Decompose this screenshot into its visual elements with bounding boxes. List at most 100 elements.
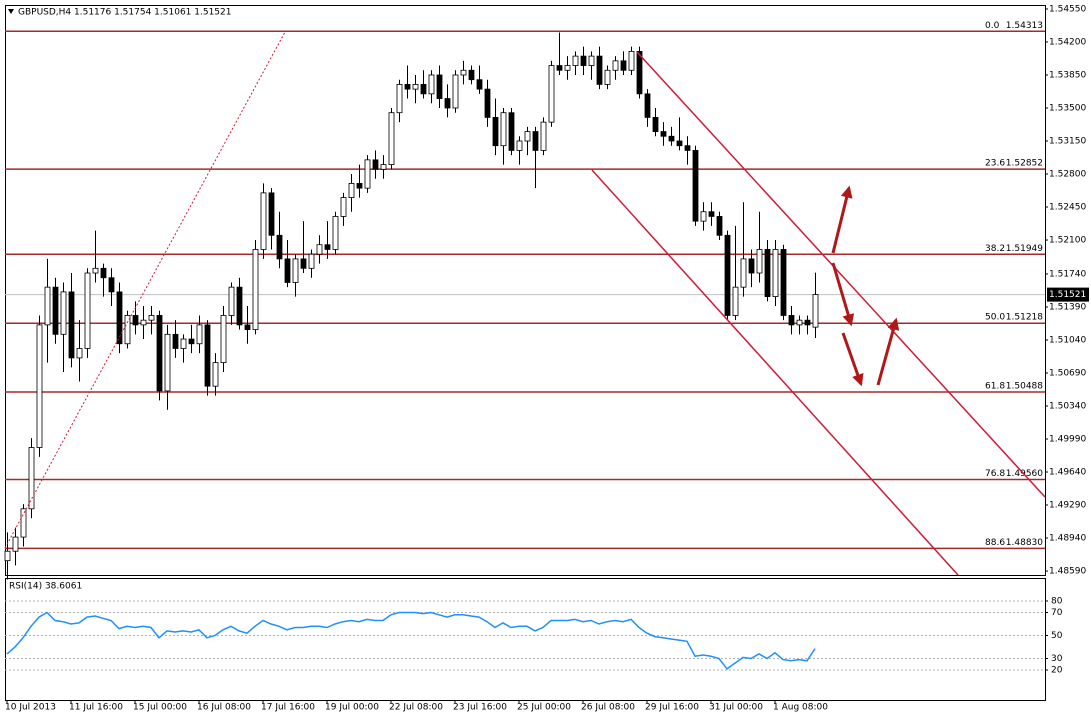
candle-body: [204, 324, 211, 387]
candle-body: [532, 131, 539, 151]
candle-body: [780, 249, 787, 316]
candle-body: [788, 315, 795, 326]
candle-body: [404, 84, 411, 90]
x-tick-label: 25 Jul 00:00: [517, 703, 571, 713]
candle-body: [516, 140, 523, 151]
fib-price: 1.50488: [1006, 382, 1043, 392]
fib-ratio: 76.8: [985, 469, 1005, 479]
y-tick-label: 80: [1051, 597, 1063, 607]
candle-body: [228, 286, 235, 316]
fib-ratio: 38.2: [985, 244, 1005, 254]
candle-body: [100, 267, 107, 279]
candle-body: [564, 65, 571, 71]
candle-body: [620, 60, 627, 71]
x-tick-label: 16 Jul 08:00: [197, 703, 251, 713]
y-tick-label: 1.49290: [1049, 501, 1086, 511]
candle-body: [68, 291, 75, 359]
candle-body: [292, 258, 299, 283]
candle-body: [164, 333, 171, 392]
x-tick-label: 29 Jul 16:00: [645, 703, 699, 713]
candle-body: [364, 159, 371, 189]
candle-body: [348, 183, 355, 198]
candle-body: [252, 249, 259, 331]
candle-body: [812, 294, 819, 328]
candle-body: [508, 112, 515, 151]
last-price-box: [1047, 287, 1089, 302]
candle-body: [260, 192, 267, 250]
candle-body: [108, 277, 115, 293]
y-tick-label: 1.51390: [1049, 302, 1086, 312]
candle-body: [276, 234, 283, 260]
candle-body: [692, 150, 699, 222]
candle-body: [724, 234, 731, 316]
rsi-line: [6, 611, 816, 670]
x-tick-label: 22 Jul 08:00: [389, 703, 443, 713]
candle-body: [180, 338, 187, 349]
candle-body: [580, 55, 587, 66]
candle-body: [172, 333, 179, 349]
y-tick-label: 70: [1051, 608, 1063, 618]
candle-body: [428, 74, 435, 95]
trend-line: [4, 31, 286, 549]
arrow: [831, 185, 853, 254]
chart-title: GBPUSD,H4 1.51176 1.51754 1.51061 1.5152…: [18, 8, 231, 18]
arrow: [841, 332, 864, 387]
arrow: [831, 262, 855, 327]
candle-body: [700, 211, 707, 222]
price-panel: [5, 5, 1046, 576]
fib-price: 1.51218: [1006, 313, 1043, 323]
candle-body: [20, 508, 27, 538]
y-tick-label: 20: [1051, 666, 1063, 676]
candle-body: [460, 69, 467, 76]
channel-upper: [636, 51, 1046, 498]
plot-layer: 1.54550 1.54200 1.53850 1.53500 1.53150 1.528…: [4, 4, 1089, 713]
y-tick-label: 1.54200: [1049, 37, 1086, 47]
candle-body: [212, 362, 219, 387]
candle-body: [748, 258, 755, 274]
candle-body: [92, 267, 99, 274]
candle-body: [604, 69, 611, 85]
channel-lower: [591, 169, 959, 576]
candle-body: [500, 112, 507, 147]
y-tick-label: 1.51740: [1049, 269, 1086, 279]
candle-body: [340, 197, 347, 217]
x-tick-label: 23 Jul 16:00: [453, 703, 507, 713]
y-tick-label: 1.50340: [1049, 401, 1086, 411]
candle-body: [628, 50, 635, 71]
y-tick-label: 1.48940: [1049, 534, 1086, 544]
candle-body: [772, 249, 779, 298]
y-tick-label: 50: [1051, 631, 1063, 641]
candle-body: [668, 135, 675, 142]
candle-body: [116, 291, 123, 345]
fib-price: 1.48830: [1006, 538, 1043, 548]
fib-ratio: 0.0: [985, 21, 1000, 31]
y-tick-label: 1.49990: [1049, 435, 1086, 445]
rsi-panel: [5, 578, 1046, 701]
fib-ratio: 61.8: [985, 382, 1005, 392]
y-tick-label: 1.54550: [1049, 4, 1086, 14]
y-tick-label: 1.52800: [1049, 170, 1086, 180]
candle-body: [676, 140, 683, 147]
fib-price: 1.54313: [1006, 21, 1043, 31]
candle-body: [236, 286, 243, 326]
candle-body: [420, 84, 427, 95]
candle-body: [60, 291, 67, 335]
candle-body: [76, 348, 83, 359]
x-tick-label: 19 Jul 00:00: [325, 703, 379, 713]
candle-body: [268, 192, 275, 236]
candle-body: [684, 145, 691, 151]
y-tick-label: 1.52100: [1049, 236, 1086, 246]
x-tick-label: 17 Jul 16:00: [261, 703, 315, 713]
candle-body: [388, 112, 395, 165]
arrows: [831, 185, 900, 387]
candle-body: [660, 131, 667, 137]
candle-body: [156, 315, 163, 392]
candle-body: [356, 183, 363, 189]
candle-body: [452, 74, 459, 109]
candle-body: [52, 286, 59, 335]
candle-body: [36, 324, 43, 448]
candle-body: [436, 74, 443, 99]
candle-body: [132, 315, 139, 326]
candle-body: [540, 121, 547, 151]
